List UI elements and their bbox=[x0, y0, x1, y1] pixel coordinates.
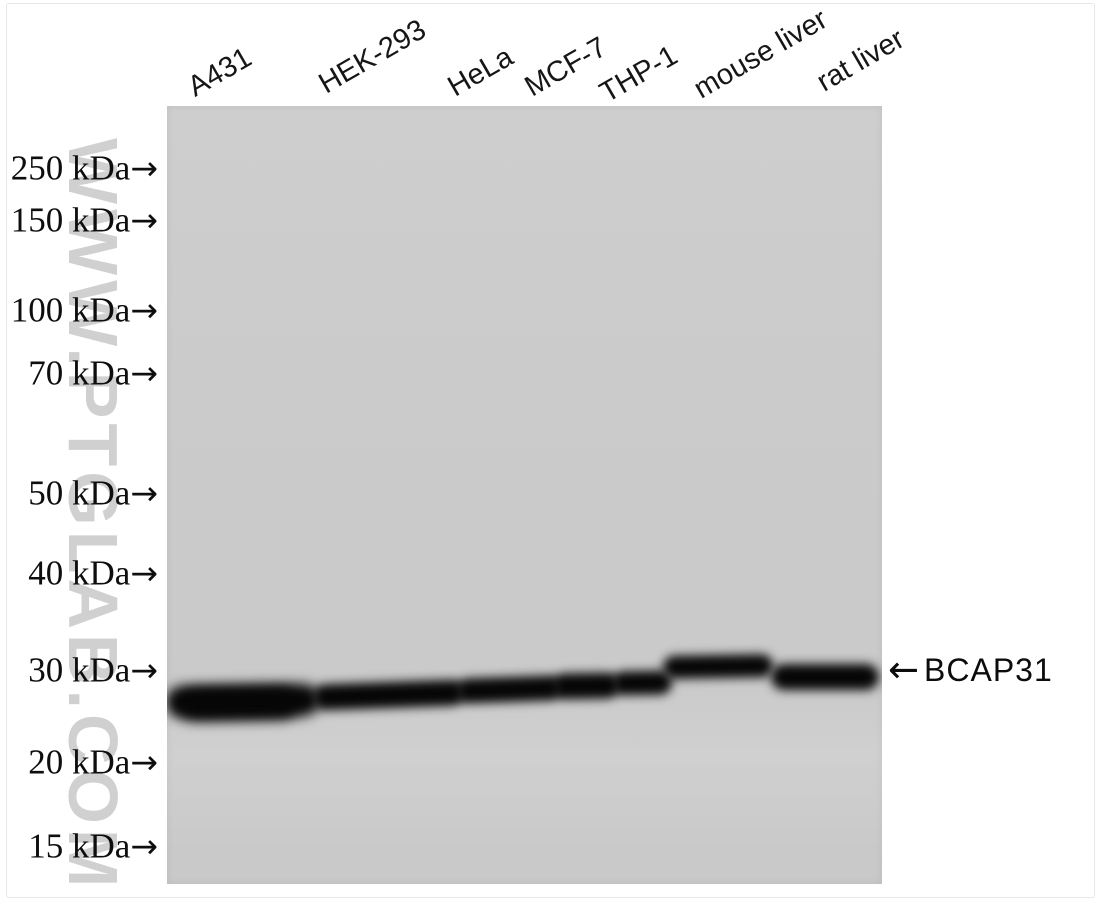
mw-marker-label: 40 kDa bbox=[28, 553, 131, 593]
lane-label: HeLa bbox=[442, 40, 519, 104]
mw-marker: 20 kDa→ bbox=[28, 745, 158, 780]
mw-marker-label: 20 kDa bbox=[28, 742, 131, 782]
left-arrow-icon: ← bbox=[888, 647, 920, 691]
right-arrow-icon: → bbox=[130, 148, 158, 188]
lane-label: THP-1 bbox=[594, 39, 684, 110]
mw-marker-label: 250 kDa bbox=[10, 148, 131, 188]
protein-band bbox=[662, 653, 774, 679]
protein-band bbox=[455, 674, 563, 704]
mw-marker-label: 50 kDa bbox=[28, 473, 131, 513]
lane-label: HEK-293 bbox=[313, 13, 432, 101]
protein-band bbox=[179, 687, 299, 721]
right-arrow-icon: → bbox=[130, 553, 158, 593]
mw-marker-label: 15 kDa bbox=[28, 826, 131, 866]
protein-band bbox=[551, 672, 621, 700]
mw-marker: 150 kDa→ bbox=[11, 203, 158, 238]
lane-label: mouse liver bbox=[688, 3, 833, 106]
mw-marker-label: 150 kDa bbox=[10, 200, 131, 240]
mw-marker-label: 30 kDa bbox=[28, 650, 131, 690]
right-arrow-icon: → bbox=[130, 200, 158, 240]
mw-marker: 30 kDa→ bbox=[28, 653, 158, 688]
lane-label: MCF-7 bbox=[519, 31, 613, 104]
right-arrow-icon: → bbox=[130, 290, 158, 330]
mw-marker-label: 70 kDa bbox=[28, 353, 131, 393]
protein-band bbox=[312, 679, 466, 711]
mw-marker: 15 kDa→ bbox=[28, 829, 158, 864]
lane-label: A431 bbox=[182, 41, 258, 104]
target-annotation: ← BCAP31 bbox=[888, 651, 1053, 688]
blot-membrane bbox=[167, 106, 882, 884]
right-arrow-icon: → bbox=[130, 650, 158, 690]
mw-marker: 70 kDa→ bbox=[28, 356, 158, 391]
right-arrow-icon: → bbox=[130, 742, 158, 782]
protein-band bbox=[771, 664, 879, 690]
protein-band bbox=[611, 670, 673, 696]
mw-marker: 100 kDa→ bbox=[11, 293, 158, 328]
target-protein-label: BCAP31 bbox=[924, 651, 1053, 688]
right-arrow-icon: → bbox=[130, 353, 158, 393]
mw-marker: 250 kDa→ bbox=[11, 151, 158, 186]
mw-marker-label: 100 kDa bbox=[10, 290, 131, 330]
mw-marker: 50 kDa→ bbox=[28, 476, 158, 511]
mw-marker: 40 kDa→ bbox=[28, 556, 158, 591]
right-arrow-icon: → bbox=[130, 473, 158, 513]
right-arrow-icon: → bbox=[130, 826, 158, 866]
